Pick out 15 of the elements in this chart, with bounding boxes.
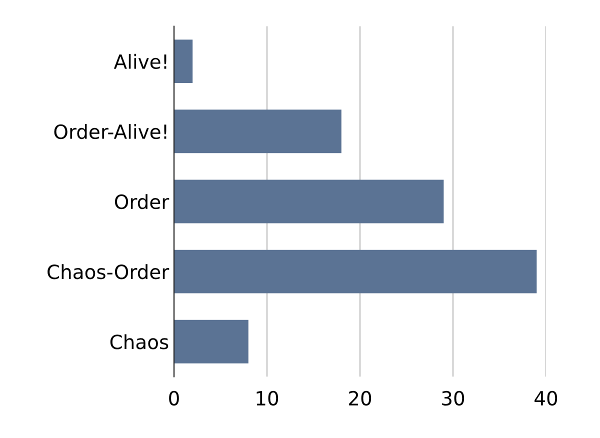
bar xyxy=(174,180,444,224)
y-tick-label: Order xyxy=(114,194,170,210)
bar xyxy=(174,320,248,364)
x-tick-label: 40 xyxy=(534,390,558,406)
y-tick-label: Alive! xyxy=(114,54,166,69)
y-tick-label: Chaos xyxy=(110,334,168,350)
bar xyxy=(174,250,537,294)
bar xyxy=(174,110,342,154)
y-tick-label: Chaos-Order xyxy=(48,264,170,280)
y-tick-label: Order-Alive! xyxy=(54,124,166,140)
x-tick-label: 20 xyxy=(349,390,372,406)
x-tick-label: 10 xyxy=(256,390,278,406)
x-tick-label: 0 xyxy=(169,390,179,406)
bar xyxy=(174,40,193,84)
x-tick-label: 30 xyxy=(442,390,464,406)
